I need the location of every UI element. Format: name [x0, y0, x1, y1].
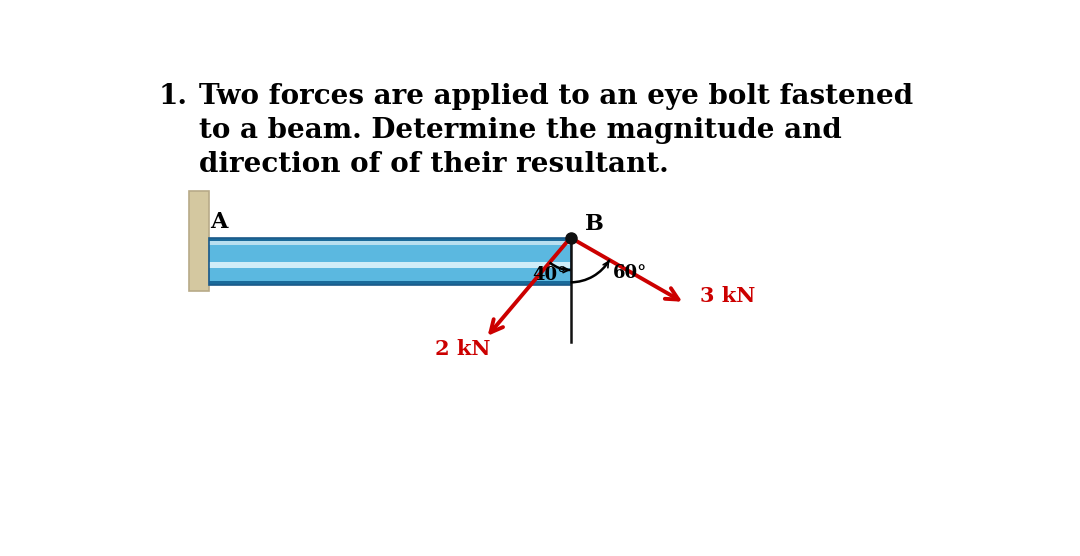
Bar: [208, 237, 570, 241]
Bar: [208, 241, 570, 245]
Text: B: B: [584, 213, 604, 235]
Bar: [189, 191, 208, 291]
Bar: [208, 281, 570, 285]
Text: Two forces are applied to an eye bolt fastened: Two forces are applied to an eye bolt fa…: [199, 83, 913, 110]
Text: 1.: 1.: [159, 83, 187, 110]
Bar: [208, 237, 570, 285]
Text: direction of of their resultant.: direction of of their resultant.: [199, 151, 669, 178]
Text: 60°: 60°: [613, 264, 647, 282]
Text: 40°: 40°: [531, 266, 566, 284]
Text: 2 kN: 2 kN: [435, 339, 490, 359]
Bar: [208, 237, 570, 285]
Text: 3 kN: 3 kN: [700, 286, 756, 306]
Bar: [208, 262, 570, 269]
Text: to a beam. Determine the magnitude and: to a beam. Determine the magnitude and: [199, 117, 841, 144]
Text: A: A: [211, 211, 228, 234]
